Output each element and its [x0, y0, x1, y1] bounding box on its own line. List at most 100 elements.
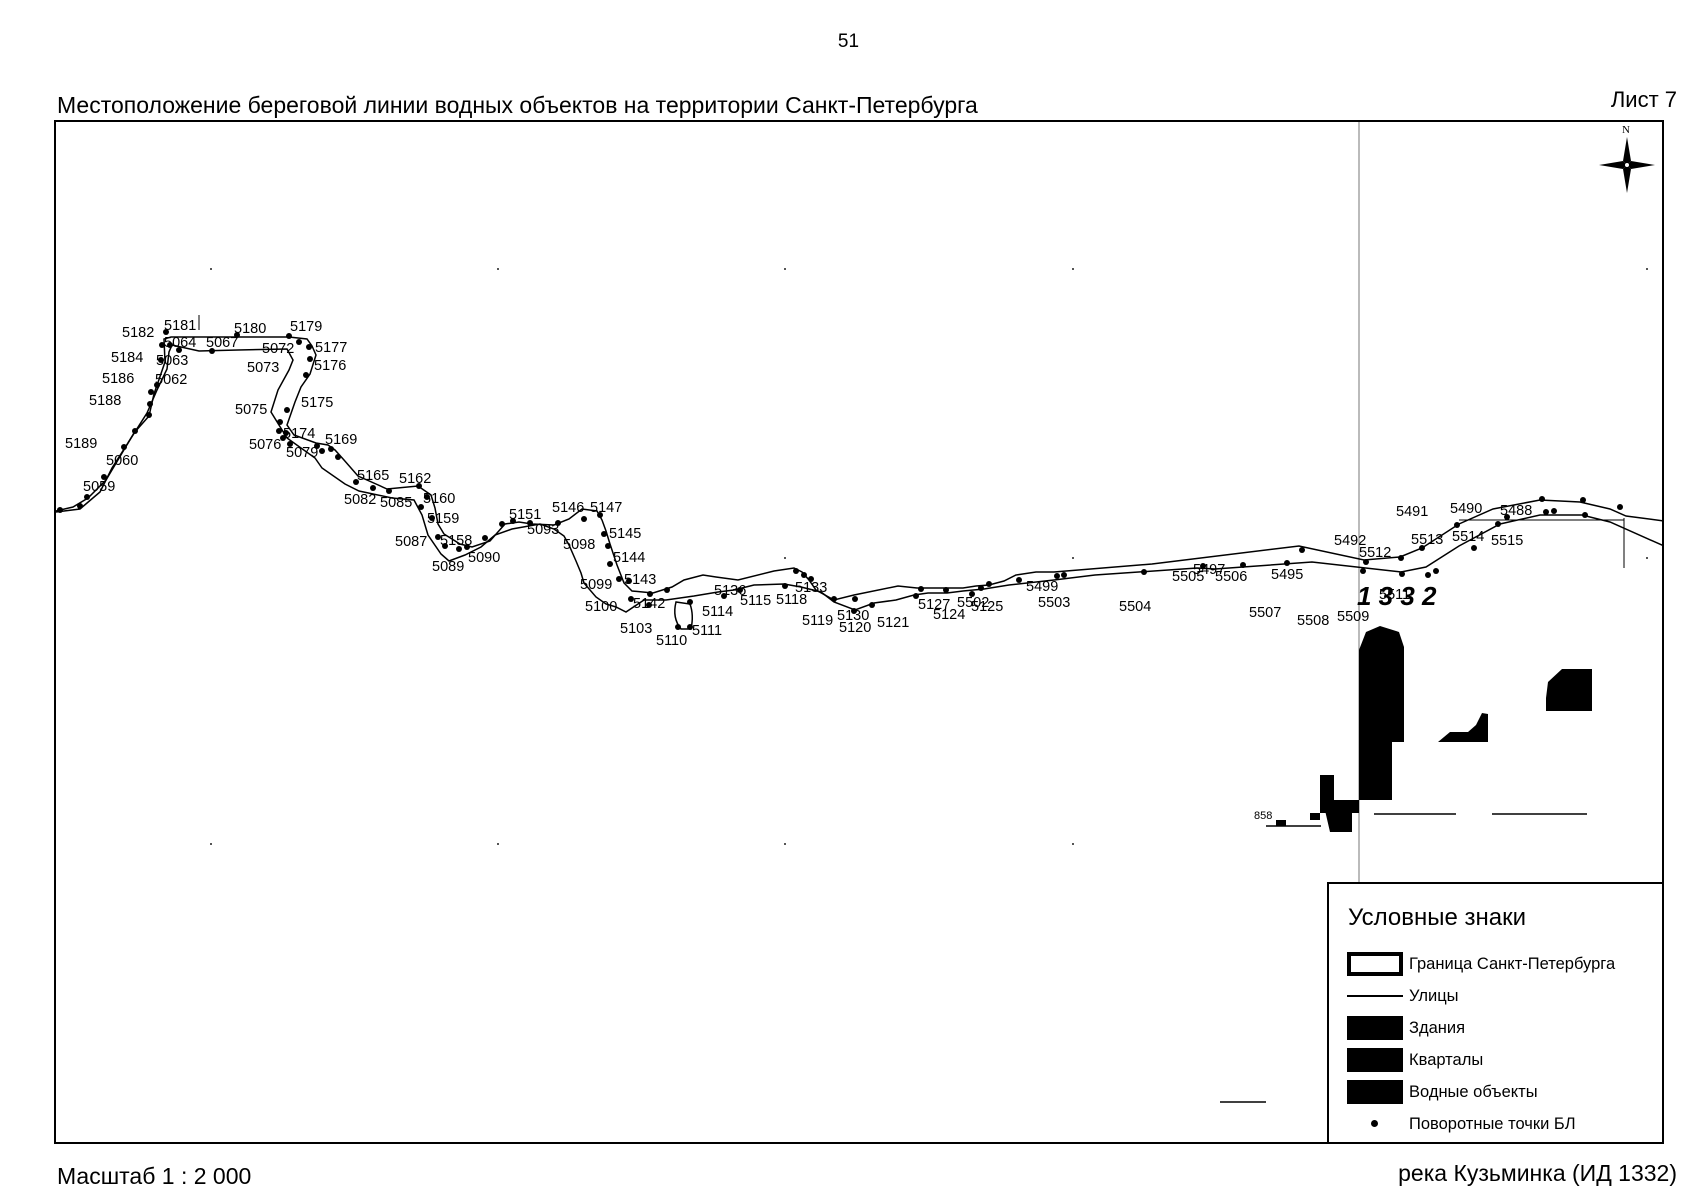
- block-symbol: [1347, 1048, 1403, 1072]
- street-lines: [1220, 813, 1587, 1103]
- building-shapes: [1276, 626, 1592, 832]
- point-label: 5174: [283, 426, 315, 442]
- point-label: 5184: [111, 350, 143, 366]
- point-label: 5509: [1337, 609, 1369, 625]
- point-label: 5063: [156, 353, 188, 369]
- point-label: 5146: [552, 500, 584, 516]
- south-bank-line: [55, 344, 1664, 613]
- point-label: 5079: [286, 445, 318, 461]
- point-label: 5073: [247, 360, 279, 376]
- point-label: 5169: [325, 432, 357, 448]
- point-label: 5093: [527, 522, 559, 538]
- point-symbol: [1347, 1112, 1403, 1136]
- page-number: 51: [837, 31, 860, 52]
- legend-label: Улицы: [1409, 987, 1459, 1005]
- point-label: 5060: [106, 453, 138, 469]
- point-label: 5124: [933, 607, 965, 623]
- point-label: 5495: [1271, 567, 1303, 583]
- point-label: 5111: [692, 623, 722, 639]
- point-label: 5062: [155, 372, 187, 388]
- point-label: 5085: [380, 495, 412, 511]
- point-label: 5099: [580, 577, 612, 593]
- point-label: 5162: [399, 471, 431, 487]
- legend-label: Водные объекты: [1409, 1083, 1538, 1101]
- point-label: 5188: [89, 393, 121, 409]
- point-label: 5059: [83, 479, 115, 495]
- legend-item-water: Водные объекты: [1347, 1080, 1657, 1106]
- point-label: 5159: [427, 511, 459, 527]
- point-label: 5151: [509, 507, 541, 523]
- point-label: 5121: [877, 615, 909, 631]
- legend-item-city-border: Граница Санкт-Петербурга: [1347, 952, 1657, 978]
- point-label: 5186: [102, 371, 134, 387]
- sheet-label: Лист 7: [1610, 87, 1677, 112]
- point-label: 5114: [702, 604, 733, 620]
- point-label: 5189: [65, 436, 97, 452]
- grid-ticks: [210, 268, 1648, 845]
- legend-item-buildings: Здания: [1347, 1016, 1657, 1042]
- point-label: 5506: [1215, 569, 1247, 585]
- legend-item-turning-points: Поворотные точки БЛ: [1347, 1112, 1657, 1138]
- object-name: река Кузьминка (ИД 1332): [1398, 1160, 1677, 1186]
- point-label: 5087: [395, 534, 427, 550]
- point-label: 5175: [301, 395, 333, 411]
- point-label: 5492: [1334, 533, 1366, 549]
- point-label: 5165: [357, 468, 389, 484]
- legend: Условные знаки Граница Санкт-Петербурга …: [1327, 882, 1664, 1144]
- point-label: 5076: [249, 437, 281, 453]
- point-label: 5505: [1172, 569, 1204, 585]
- point-label: 5499: [1026, 579, 1058, 595]
- point-label: 5511: [1379, 587, 1410, 603]
- point-label: 5075: [235, 402, 267, 418]
- map-title: Местоположение береговой линии водных об…: [57, 92, 978, 118]
- point-label: 5491: [1396, 504, 1428, 520]
- legend-title: Условные знаки: [1348, 904, 1527, 931]
- point-label: 5508: [1297, 613, 1329, 629]
- legend-item-streets: Улицы: [1347, 984, 1657, 1010]
- point-label: 5067: [206, 335, 238, 351]
- point-label: 5147: [590, 500, 622, 516]
- map-canvas: N: [54, 120, 1664, 1144]
- point-label: 5130: [837, 608, 869, 624]
- point-label: 5503: [1038, 595, 1070, 611]
- point-label: 5100: [585, 599, 617, 615]
- point-label: 5090: [468, 550, 500, 566]
- legend-item-blocks: Кварталы: [1347, 1048, 1657, 1074]
- water-symbol: [1347, 1080, 1403, 1104]
- point-label: 5507: [1249, 605, 1281, 621]
- point-label: 5176: [314, 358, 346, 374]
- turning-points: [57, 329, 1623, 630]
- legend-label: Кварталы: [1409, 1051, 1484, 1069]
- point-label: 5103: [620, 621, 652, 637]
- point-label: 5119: [802, 613, 833, 629]
- legend-label: Поворотные точки БЛ: [1409, 1115, 1576, 1133]
- point-label: 5515: [1491, 533, 1523, 549]
- legend-label: Здания: [1409, 1019, 1466, 1037]
- point-label: 5180: [234, 321, 266, 337]
- north-bank-labels: 5182 5181 5180 5179 5177 5176 5175 5174 …: [65, 318, 1532, 624]
- point-label: 5082: [344, 492, 376, 508]
- point-label: 5512: [1359, 545, 1391, 561]
- street-symbol: [1347, 995, 1403, 997]
- point-label: 5177: [315, 340, 347, 356]
- point-label: 5182: [122, 325, 154, 341]
- point-label: 5179: [290, 319, 322, 335]
- point-label: 5127: [918, 597, 950, 613]
- point-label: 5125: [971, 599, 1003, 615]
- north-label: N: [1622, 124, 1630, 136]
- point-label: 5514: [1452, 529, 1484, 545]
- point-label: 5158: [440, 533, 472, 549]
- south-bank-labels: 5064 5067 5072 5073 5063 5062 5060 5059 …: [83, 335, 1523, 649]
- point-label: 5133: [795, 580, 827, 596]
- point-label: 5144: [613, 550, 645, 566]
- border-symbol: [1347, 952, 1403, 976]
- object-id-label: 1 3 3 2: [1357, 581, 1437, 611]
- scale-label: Масштаб 1 : 2 000: [57, 1163, 252, 1189]
- point-label: 5145: [609, 526, 641, 542]
- point-label: 5136: [714, 583, 746, 599]
- point-label: 5098: [563, 537, 595, 553]
- point-label: 5120: [839, 620, 871, 636]
- point-label: 5064: [164, 335, 196, 351]
- point-label: 5488: [1500, 503, 1532, 519]
- point-label: 5160: [423, 491, 455, 507]
